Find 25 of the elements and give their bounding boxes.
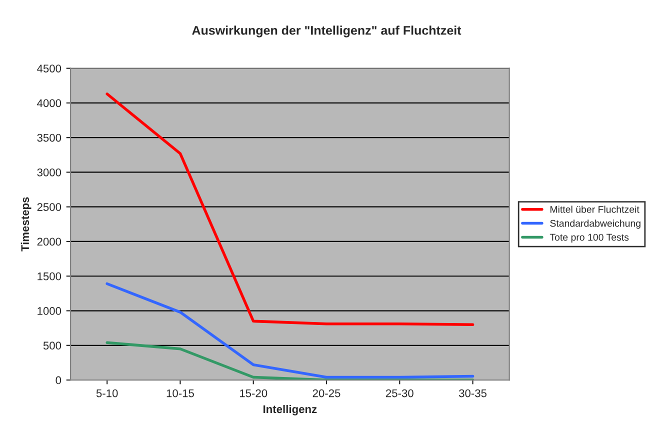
x-tick-label: 30-35 xyxy=(458,389,487,398)
x-tick-label: 15-20 xyxy=(240,389,268,398)
x-tick-label: 20-25 xyxy=(312,389,340,398)
y-tick-label: 4000 xyxy=(37,99,62,108)
y-tick-label: 2500 xyxy=(37,203,62,211)
y-axis-title: Timesteps xyxy=(20,197,32,252)
y-tick-label: 1000 xyxy=(38,307,62,315)
y-tick-label: 1500 xyxy=(38,272,62,280)
y-tick-label: 2000 xyxy=(37,238,62,246)
chart-title: Auswirkungen der "Intelligenz" auf Fluchtzeit xyxy=(192,26,462,38)
y-tick-label: 500 xyxy=(43,342,62,350)
y-tick-label: 3000 xyxy=(37,168,62,176)
y-tick-label: 3500 xyxy=(37,134,62,142)
x-tick-label: 25-30 xyxy=(386,389,414,398)
y-tick-label: 4500 xyxy=(37,64,62,72)
line-series xyxy=(106,282,474,379)
legend-label: Mittel über Fluchtzeit xyxy=(550,206,640,213)
legend-label: Tote pro 100 Tests xyxy=(550,234,629,243)
line-series xyxy=(106,92,474,326)
legend-label: Standardabweichung xyxy=(550,220,640,229)
line-series xyxy=(106,341,474,380)
x-tick-label: 10-15 xyxy=(166,389,194,398)
x-tick-label: 5-10 xyxy=(96,389,118,398)
y-tick-label: 0 xyxy=(56,376,62,384)
x-axis-title: Intelligenz xyxy=(264,404,317,416)
